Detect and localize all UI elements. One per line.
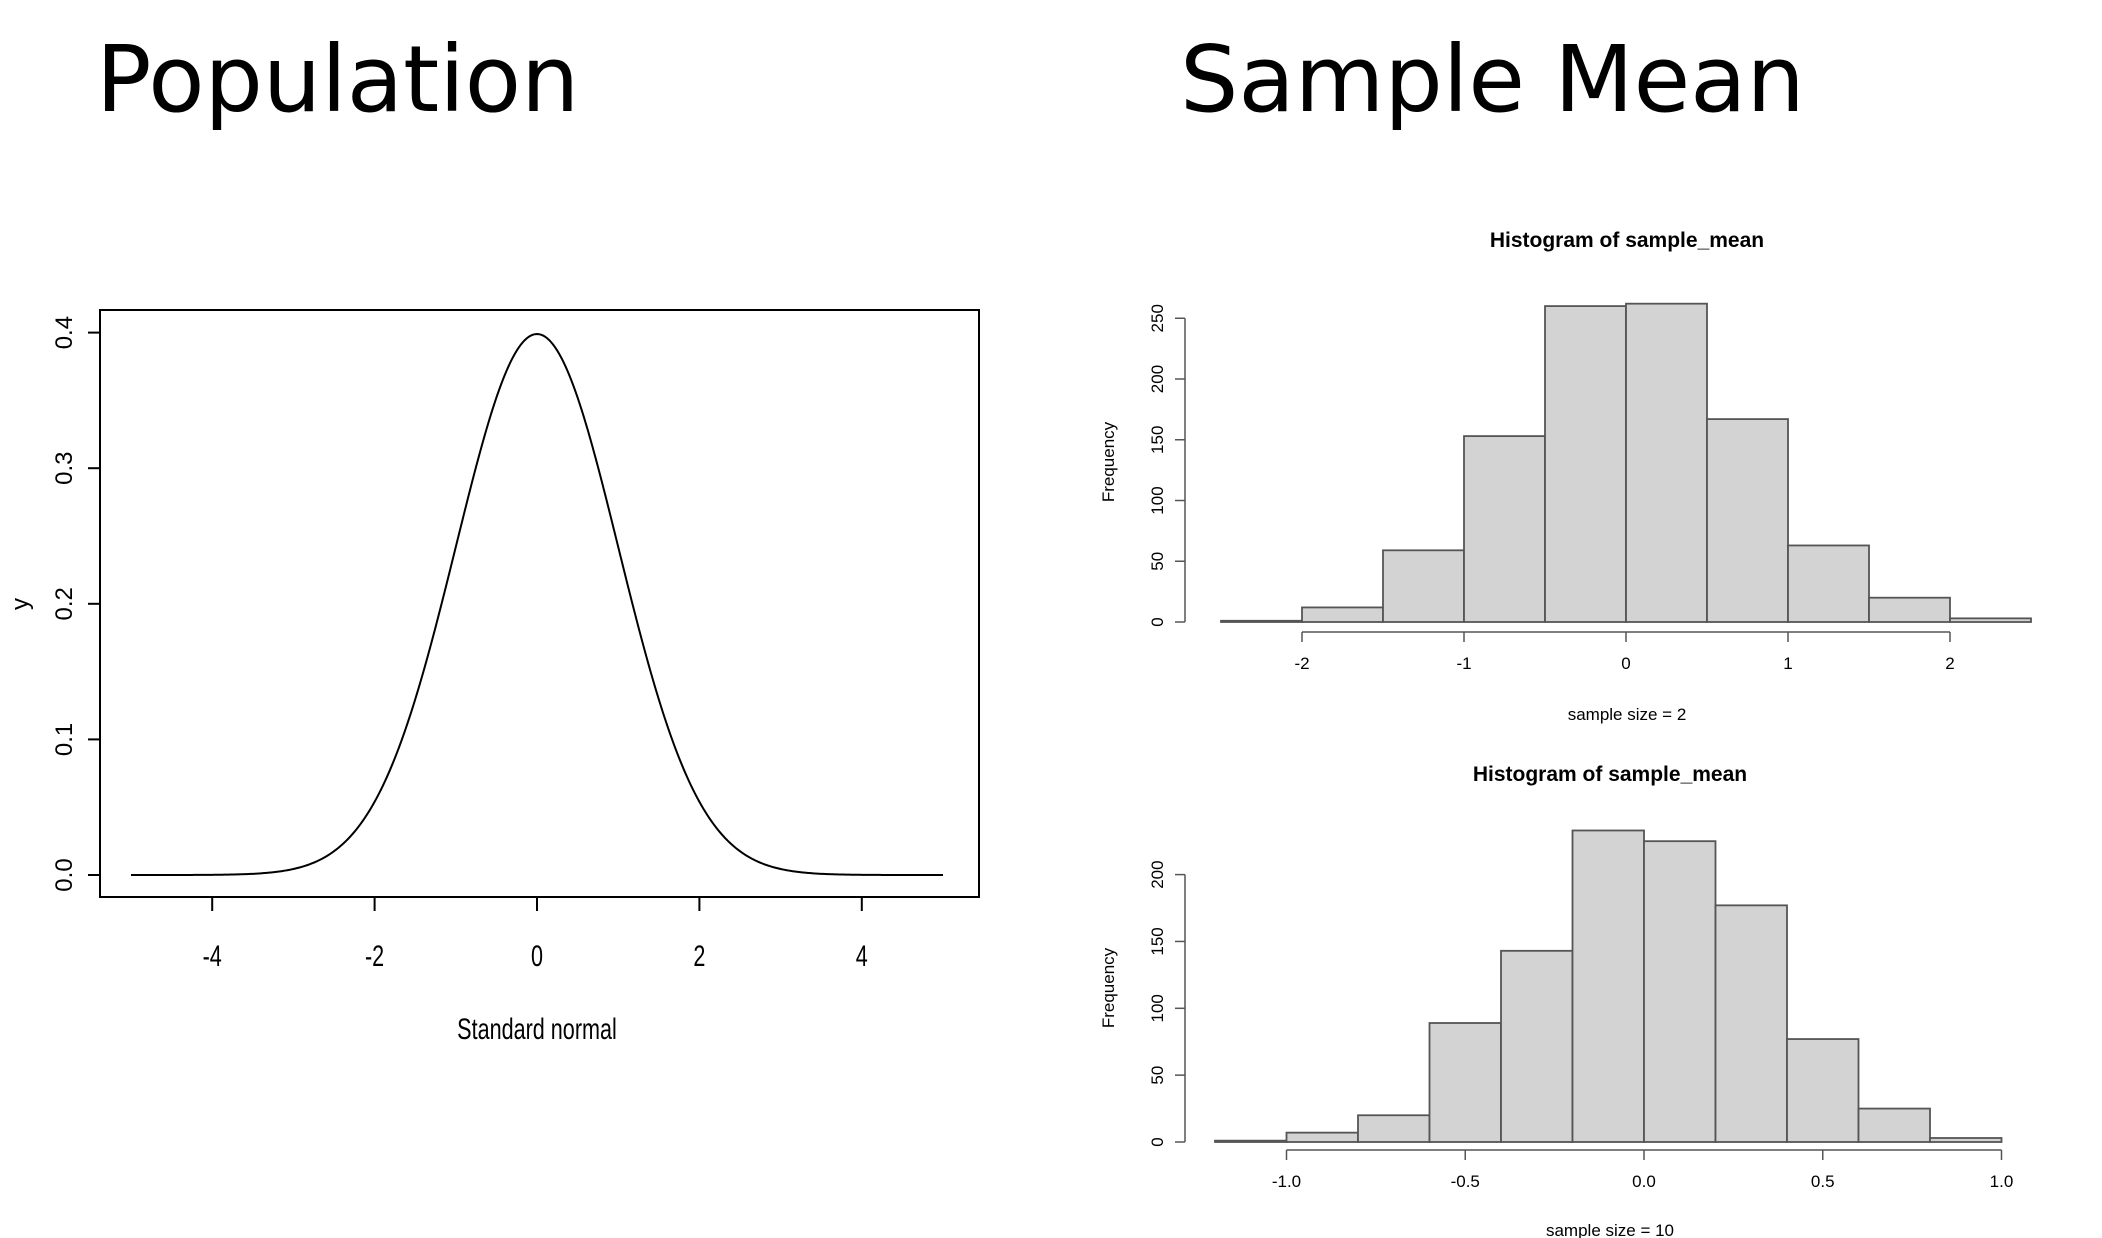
- histogram-bar: [1643, 840, 1717, 1143]
- histogram-bar: [1220, 619, 1303, 623]
- x-tick-label: 2: [693, 938, 705, 972]
- y-tick-label: 100: [1148, 994, 1167, 1022]
- x-tick-label: 0: [531, 938, 543, 972]
- population-plot-frame: [99, 309, 980, 898]
- population-heading: Population: [96, 26, 580, 133]
- y-tick-label: 100: [1148, 486, 1167, 514]
- normal-density-curve: [131, 333, 943, 876]
- histogram-bar: [1949, 617, 2032, 623]
- y-tick-label: 0.0: [51, 858, 78, 891]
- x-tick-label: -4: [203, 938, 222, 972]
- sample-mean-heading: Sample Mean: [1180, 26, 1805, 133]
- histogram-bar: [1857, 1107, 1931, 1143]
- histogram-bar: [1285, 1131, 1359, 1143]
- y-tick-label: 50: [1148, 552, 1167, 571]
- y-tick-label: 0.3: [51, 452, 78, 485]
- x-tick-label: 1: [1783, 654, 1792, 673]
- histogram-title: Histogram of sample_mean: [1473, 763, 1747, 786]
- histogram-bar: [1625, 302, 1708, 623]
- histogram-bar: [1428, 1022, 1502, 1143]
- x-tick-label: 2: [1945, 654, 1954, 673]
- x-tick-label: -2: [1294, 654, 1309, 673]
- y-axis-label: y: [7, 598, 34, 610]
- histogram-bar: [1544, 305, 1627, 623]
- y-axis-label: Frequency: [1099, 421, 1118, 502]
- histogram-bar: [1500, 949, 1574, 1143]
- y-tick-label: 250: [1148, 304, 1167, 332]
- y-tick-label: 0.1: [51, 723, 78, 756]
- histogram-bar: [1786, 1038, 1860, 1143]
- x-tick-label: 0: [1621, 654, 1630, 673]
- histogram-bar: [1382, 549, 1465, 623]
- y-tick-label: 50: [1148, 1066, 1167, 1085]
- histogram-bar: [1706, 418, 1789, 623]
- y-tick-label: 0: [1148, 1137, 1167, 1146]
- y-tick-label: 150: [1148, 426, 1167, 454]
- x-tick-label: -0.5: [1451, 1172, 1480, 1191]
- histogram-bar: [1463, 435, 1546, 623]
- x-tick-label: 0.0: [1632, 1172, 1656, 1191]
- histogram-bar: [1571, 829, 1645, 1143]
- x-tick-label: -2: [365, 938, 384, 972]
- y-tick-label: 200: [1148, 860, 1167, 888]
- histogram-bar: [1929, 1137, 2003, 1143]
- x-axis-label: sample size = 2: [1568, 705, 1687, 724]
- y-tick-label: 0.4: [51, 316, 78, 349]
- histogram-bar: [1214, 1139, 1288, 1143]
- histogram-bar: [1787, 544, 1870, 623]
- y-tick-label: 200: [1148, 365, 1167, 393]
- x-axis-label: sample size = 10: [1546, 1221, 1674, 1238]
- histogram-bar: [1357, 1114, 1431, 1143]
- y-tick-label: 0.2: [51, 587, 78, 620]
- y-axis-label: Frequency: [1099, 947, 1118, 1028]
- x-tick-label: 4: [856, 938, 868, 972]
- x-tick-label: 0.5: [1811, 1172, 1835, 1191]
- y-tick-label: 150: [1148, 927, 1167, 955]
- histogram-bar: [1301, 606, 1384, 623]
- x-axis-label: Standard normal: [457, 1011, 617, 1045]
- x-tick-label: -1.0: [1272, 1172, 1301, 1191]
- histogram-bar: [1868, 596, 1951, 623]
- histogram-bar: [1714, 904, 1788, 1143]
- y-tick-label: 0: [1148, 617, 1167, 626]
- x-tick-label: 1.0: [1990, 1172, 2014, 1191]
- x-tick-label: -1: [1456, 654, 1471, 673]
- histogram-title: Histogram of sample_mean: [1490, 229, 1764, 252]
